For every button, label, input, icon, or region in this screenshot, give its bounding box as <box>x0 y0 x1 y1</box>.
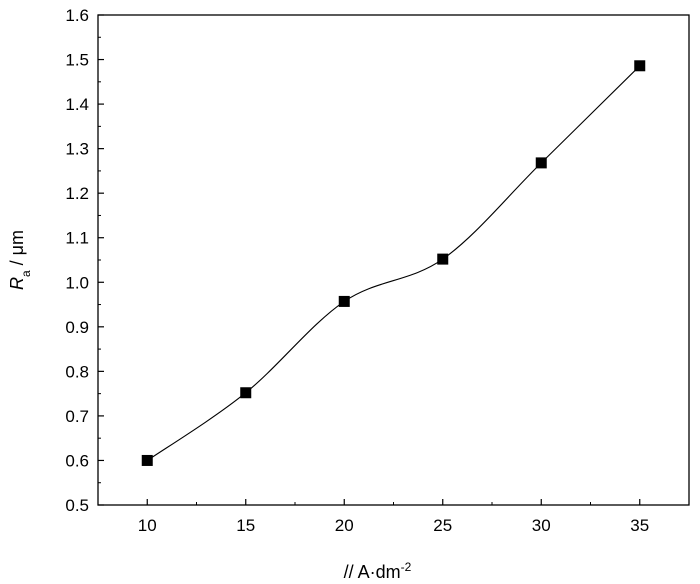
y-tick-label: 0.6 <box>65 451 89 470</box>
y-axis-ticks: 0.5 0.6 0.7 0.8 0.9 1.0 1.1 1.2 1.3 1.4 1.5 1.6 <box>65 6 104 515</box>
x-axis-label-prefix: / <box>344 562 349 582</box>
x-axis-label: // A·dm-2 <box>344 560 412 582</box>
data-point <box>535 157 547 169</box>
y-axis-label-symbol: R <box>7 277 27 290</box>
x-tick-label: 20 <box>335 516 354 535</box>
x-tick-label: 35 <box>630 516 649 535</box>
fit-curve <box>146 65 641 461</box>
x-tick-label: 25 <box>433 516 452 535</box>
y-tick-label: 1.3 <box>65 140 89 159</box>
data-point <box>437 253 449 265</box>
x-tick-label: 10 <box>138 516 157 535</box>
data-point <box>338 295 350 307</box>
y-tick-label: 0.5 <box>65 496 89 515</box>
data-point <box>141 454 153 466</box>
y-tick-label: 1.1 <box>65 229 89 248</box>
data-point <box>240 387 252 399</box>
y-tick-label: 0.7 <box>65 407 89 426</box>
y-axis-label-subscript: a <box>19 270 33 277</box>
y-tick-label: 1.2 <box>65 184 89 203</box>
y-axis-label-unit: / μm <box>7 230 27 270</box>
y-tick-label: 1.4 <box>65 95 89 114</box>
data-points <box>141 60 646 466</box>
y-tick-label: 0.8 <box>65 362 89 381</box>
x-tick-label: 15 <box>236 516 255 535</box>
x-tick-label: 30 <box>532 516 551 535</box>
y-axis-label: Ra / μm <box>7 230 33 290</box>
x-axis-label-unit: / A·dm <box>349 562 401 582</box>
data-point <box>634 60 646 72</box>
y-tick-label: 1.5 <box>65 51 89 70</box>
y-tick-label: 1.6 <box>65 6 89 25</box>
x-axis-label-exponent: -2 <box>401 560 412 574</box>
x-axis-ticks: 10 15 20 25 30 35 <box>97 499 690 535</box>
y-tick-label: 0.9 <box>65 318 89 337</box>
plot-frame <box>97 14 690 506</box>
y-tick-label: 1.0 <box>65 273 89 292</box>
